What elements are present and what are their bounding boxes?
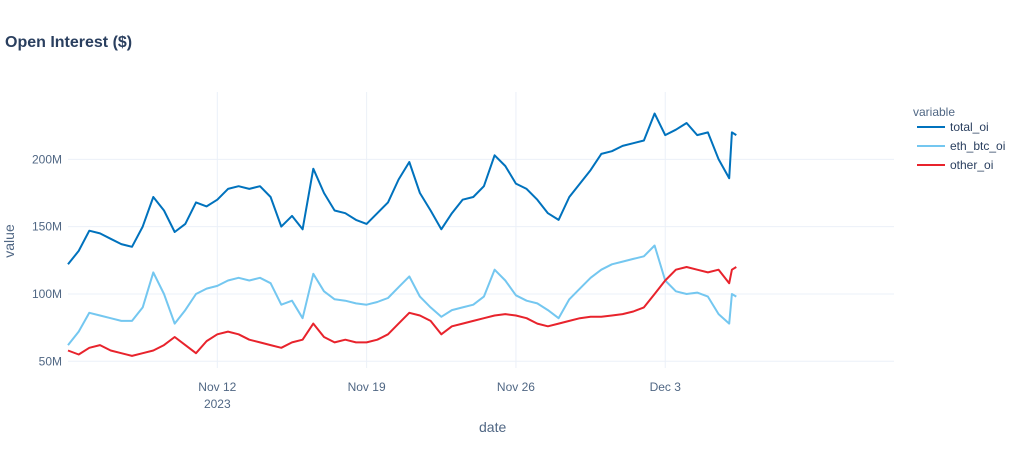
y-tick-label: 200M (32, 152, 62, 166)
chart-title: Open Interest ($) (5, 34, 133, 51)
x-tick-label: Nov 26 (497, 380, 535, 394)
legend-item-eth-btc-oi[interactable]: eth_btc_oi (917, 139, 1005, 153)
x-tick-sublabel: 2023 (204, 397, 231, 411)
x-tick-label: Dec 3 (650, 380, 682, 394)
series-lines (67, 112, 737, 357)
legend-item-total-oi[interactable]: total_oi (917, 120, 989, 134)
y-tick-label: 100M (32, 287, 62, 301)
legend-label: other_oi (950, 158, 993, 172)
x-tick-label: Nov 19 (348, 380, 386, 394)
legend-title: variable (913, 105, 955, 119)
legend[interactable]: variable total_oi eth_btc_oi other_oi (913, 105, 1005, 172)
x-axis-title: date (479, 419, 506, 435)
gridlines (68, 92, 894, 368)
legend-item-other-oi[interactable]: other_oi (917, 158, 993, 172)
y-axis-title: value (1, 224, 17, 258)
x-axis-ticks: Nov 12 2023 Nov 19 Nov 26 Dec 3 (198, 380, 681, 411)
y-tick-label: 150M (32, 220, 62, 234)
legend-label: total_oi (950, 120, 989, 134)
series-line-total-oi[interactable] (67, 112, 737, 265)
series-line-eth-btc-oi[interactable] (67, 244, 737, 346)
legend-label: eth_btc_oi (950, 139, 1005, 153)
y-tick-label: 50M (39, 354, 62, 368)
x-tick-label: Nov 12 (198, 380, 236, 394)
series-line-other-oi[interactable] (67, 266, 737, 357)
y-axis-ticks: 50M 100M 150M 200M (32, 152, 62, 368)
